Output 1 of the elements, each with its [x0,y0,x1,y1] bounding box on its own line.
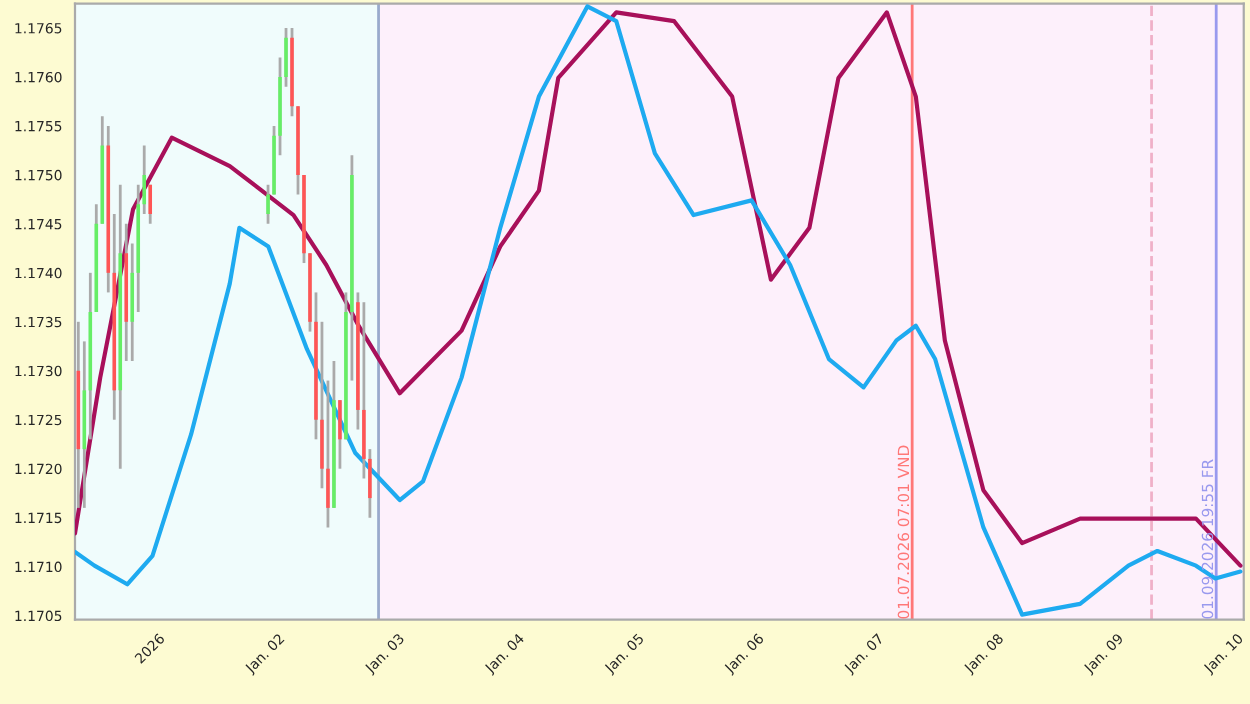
candlestick [338,398,342,471]
